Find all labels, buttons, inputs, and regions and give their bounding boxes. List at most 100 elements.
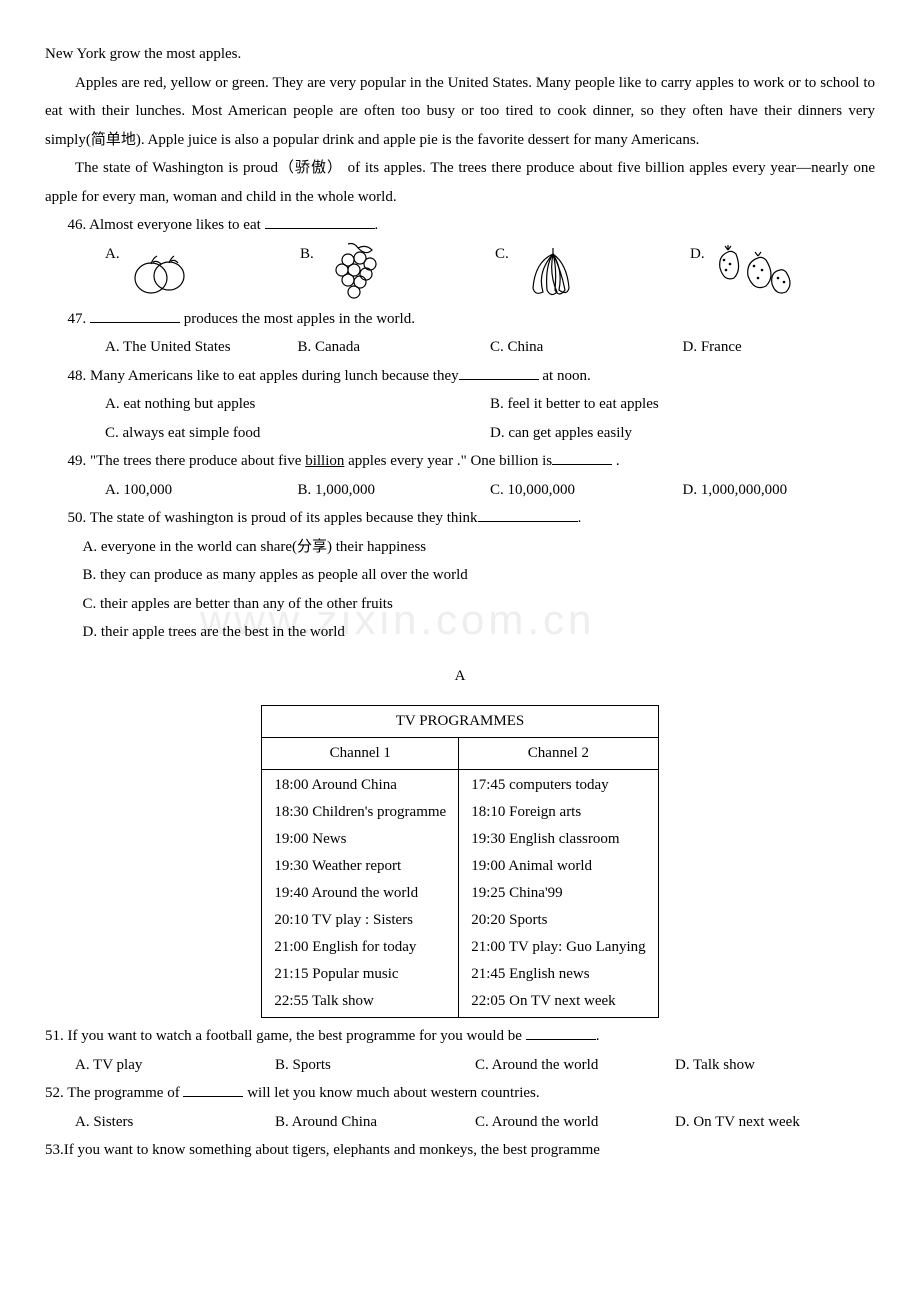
q53-stem: 53.If you want to know something about t… [45,1136,875,1165]
q47-rest: produces the most apples in the world. [180,311,415,327]
q49-C: C. 10,000,000 [490,476,683,505]
q46-period: . [375,217,379,233]
q46-stem: 46. Almost everyone likes to eat . [45,211,875,240]
q51-B: B. Sports [275,1051,475,1080]
q46-B-label: B. [300,240,314,269]
tv-c2-0: 17:45 computers today [471,772,645,799]
q51-stem: 51. If you want to watch a football game… [45,1022,875,1051]
apples-icon [123,240,203,300]
q50-text: 50. The state of washington is proud of … [68,510,478,526]
q47-num: 47. [68,311,91,327]
tv-c1-4: 19:40 Around the world [274,880,446,907]
tv-c1-8: 22:55 Talk show [274,988,446,1015]
q49-b: apples every year ." One billion is [344,453,552,469]
tv-c1-6: 21:00 English for today [274,934,446,961]
q49-B: B. 1,000,000 [298,476,491,505]
tv-col1-cell: 18:00 Around China 18:30 Children's prog… [262,770,459,1018]
q50-period: . [578,510,582,526]
q48-a: 48. Many Americans like to eat apples du… [68,368,459,384]
tv-c1-3: 19:30 Weather report [274,853,446,880]
q51-blank [526,1039,596,1040]
q46-options: A. B. C. D. [45,240,875,305]
q48-C: C. always eat simple food [105,419,490,448]
intro-p2: The state of Washington is proud（骄傲） of … [45,154,875,211]
q46-text: 46. Almost everyone likes to eat [68,217,265,233]
tv-c2-3: 19:00 Animal world [471,853,645,880]
tv-c2-7: 21:45 English news [471,961,645,988]
section-A-label: A [45,662,875,691]
q48-blank [459,379,539,380]
q50-blank [478,521,578,522]
q50-C: C. their apples are better than any of t… [45,590,875,619]
q49-blank [552,464,612,465]
q46-C-label: C. [495,240,509,269]
q51-text: 51. If you want to watch a football game… [45,1028,526,1044]
tv-title: TV PROGRAMMES [262,706,658,738]
q49-options: A. 100,000 B. 1,000,000 C. 10,000,000 D.… [45,476,875,505]
q46-optA: A. [105,240,290,300]
intro-p1: Apples are red, yellow or green. They ar… [45,69,875,155]
q51-A: A. TV play [75,1051,275,1080]
q52-blank [183,1096,243,1097]
q46-D-label: D. [690,240,705,269]
tv-c2-8: 22:05 On TV next week [471,988,645,1015]
q48-options-2: C. always eat simple food D. can get app… [45,419,875,448]
q49-D: D. 1,000,000,000 [683,476,876,505]
tv-table: TV PROGRAMMES Channel 1 Channel 2 18:00 … [261,705,658,1018]
q47-stem: 47. produces the most apples in the worl… [45,305,875,334]
q50-B: B. they can produce as many apples as pe… [45,561,875,590]
q50-A: A. everyone in the world can share(分享) t… [45,533,875,562]
q47-C: C. China [490,333,683,362]
grapes-icon [318,240,398,305]
q49-a: 49. "The trees there produce about five [68,453,306,469]
q48-options-1: A. eat nothing but apples B. feel it bet… [45,390,875,419]
q46-optB: B. [300,240,485,305]
tv-col2-cell: 17:45 computers today 18:10 Foreign arts… [459,770,658,1018]
tv-c2-5: 20:20 Sports [471,907,645,934]
tv-c1-5: 20:10 TV play : Sisters [274,907,446,934]
q48-A: A. eat nothing but apples [105,390,490,419]
q52-A: A. Sisters [75,1108,275,1137]
q47-blank [90,322,180,323]
q47-B: B. Canada [298,333,491,362]
q49-period: . [612,453,620,469]
tv-c1-1: 18:30 Children's programme [274,799,446,826]
intro-line0: New York grow the most apples. [45,40,875,69]
tv-c2-4: 19:25 China'99 [471,880,645,907]
q51-D: D. Talk show [675,1051,875,1080]
q47-A: A. The United States [105,333,298,362]
q51-options: A. TV play B. Sports C. Around the world… [45,1051,875,1080]
q46-optD: D. [690,240,875,302]
q48-B: B. feel it better to eat apples [490,390,875,419]
q51-period: . [596,1028,600,1044]
tv-c2-1: 18:10 Foreign arts [471,799,645,826]
strawberries-icon [708,240,798,302]
bananas-icon [513,240,593,305]
tv-col1-head: Channel 1 [262,738,459,770]
q52-C: C. Around the world [475,1108,675,1137]
q47-D: D. France [683,333,876,362]
q50-D: D. their apple trees are the best in the… [45,618,875,647]
tv-c1-7: 21:15 Popular music [274,961,446,988]
q52-D: D. On TV next week [675,1108,875,1137]
q49-A: A. 100,000 [105,476,298,505]
q49-underlined: billion [305,453,344,469]
q46-optC: C. [495,240,680,305]
q50-stem: 50. The state of washington is proud of … [45,504,875,533]
q52-a: 52. The programme of [45,1085,183,1101]
tv-c1-0: 18:00 Around China [274,772,446,799]
q51-C: C. Around the world [475,1051,675,1080]
q52-stem: 52. The programme of will let you know m… [45,1079,875,1108]
q48-D: D. can get apples easily [490,419,875,448]
q48-stem: 48. Many Americans like to eat apples du… [45,362,875,391]
tv-c1-2: 19:00 News [274,826,446,853]
tv-c2-2: 19:30 English classroom [471,826,645,853]
tv-col2-head: Channel 2 [459,738,658,770]
q52-b: will let you know much about western cou… [243,1085,539,1101]
q48-b: at noon. [539,368,591,384]
q46-A-label: A. [105,240,120,269]
q47-options: A. The United States B. Canada C. China … [45,333,875,362]
q52-B: B. Around China [275,1108,475,1137]
q46-blank [265,228,375,229]
tv-c2-6: 21:00 TV play: Guo Lanying [471,934,645,961]
